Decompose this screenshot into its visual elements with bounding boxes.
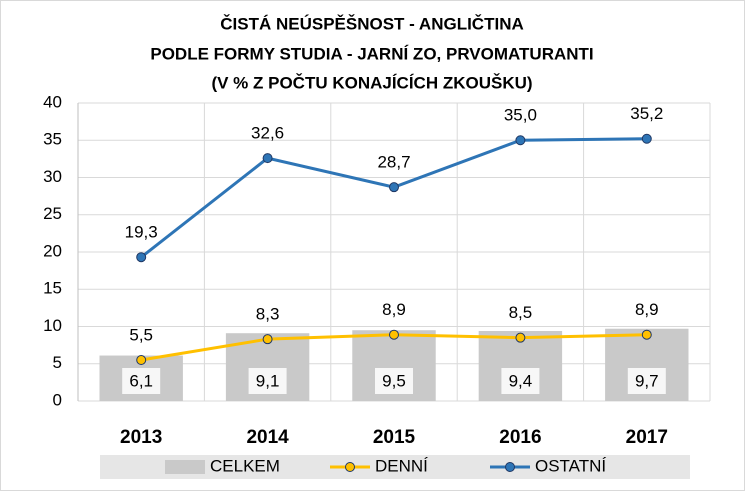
bar-label-bg <box>375 368 413 394</box>
bar-label-bg <box>627 368 666 394</box>
point <box>515 135 526 146</box>
point-label: 28,7 <box>377 153 410 172</box>
y-tick-label: 30 <box>43 167 62 186</box>
x-tick-label: 2016 <box>499 427 541 448</box>
point-label: 35,2 <box>630 104 663 123</box>
legend-swatch <box>345 462 355 472</box>
legend-label: OSTATNÍ <box>535 456 606 475</box>
point <box>136 355 147 366</box>
bar-label: 9,7 <box>635 371 659 390</box>
chart-title: PODLE FORMY STUDIA - JARNÍ ZO, PRVOMATUR… <box>150 44 593 63</box>
y-tick-label: 0 <box>53 390 62 409</box>
bar-label: 9,4 <box>509 371 533 390</box>
x-tick-label: 2015 <box>373 427 416 448</box>
x-tick-label: 2013 <box>120 427 162 448</box>
chart-title: ČISTÁ NEÚSPĚŠNOST - ANGLIČTINA <box>220 14 524 33</box>
point <box>389 182 399 193</box>
point-label: 8,9 <box>382 300 406 319</box>
legend-label: DENNÍ <box>375 456 428 475</box>
point-label: 8,5 <box>509 303 533 322</box>
y-tick-label: 35 <box>43 130 62 149</box>
y-tick-label: 15 <box>43 279 62 298</box>
point-label: 32,6 <box>251 124 284 143</box>
y-tick-label: 40 <box>43 92 62 111</box>
x-tick-label: 2014 <box>246 427 289 448</box>
point <box>641 133 652 144</box>
bar-label: 9,5 <box>382 371 406 390</box>
point-label: 19,3 <box>125 223 158 242</box>
point <box>641 329 652 340</box>
point <box>262 153 273 164</box>
point-label: 35,0 <box>504 106 537 125</box>
y-tick-label: 20 <box>43 241 62 260</box>
bar-label: 9,1 <box>256 371 280 390</box>
y-tick-label: 25 <box>43 204 62 223</box>
point-label: 8,9 <box>635 300 659 319</box>
bar-label: 6,1 <box>129 371 153 390</box>
point <box>136 252 147 263</box>
y-tick-label: 5 <box>53 353 62 372</box>
point-label: 8,3 <box>256 305 280 324</box>
point <box>262 334 273 345</box>
legend-swatch <box>505 462 515 472</box>
point-label: 5,5 <box>129 326 153 345</box>
chart-title: (V % Z POČTU KONAJÍCÍCH ZKOUŠKU) <box>211 73 532 92</box>
legend-label: CELKEM <box>210 456 280 475</box>
x-tick-label: 2017 <box>626 427 668 448</box>
point <box>389 329 399 340</box>
bar-label-bg <box>248 368 287 394</box>
bar-label-bg <box>501 368 540 394</box>
bar-label-bg <box>122 368 161 394</box>
legend-swatch <box>165 460 205 474</box>
y-tick-label: 10 <box>43 316 62 335</box>
point <box>515 332 526 343</box>
